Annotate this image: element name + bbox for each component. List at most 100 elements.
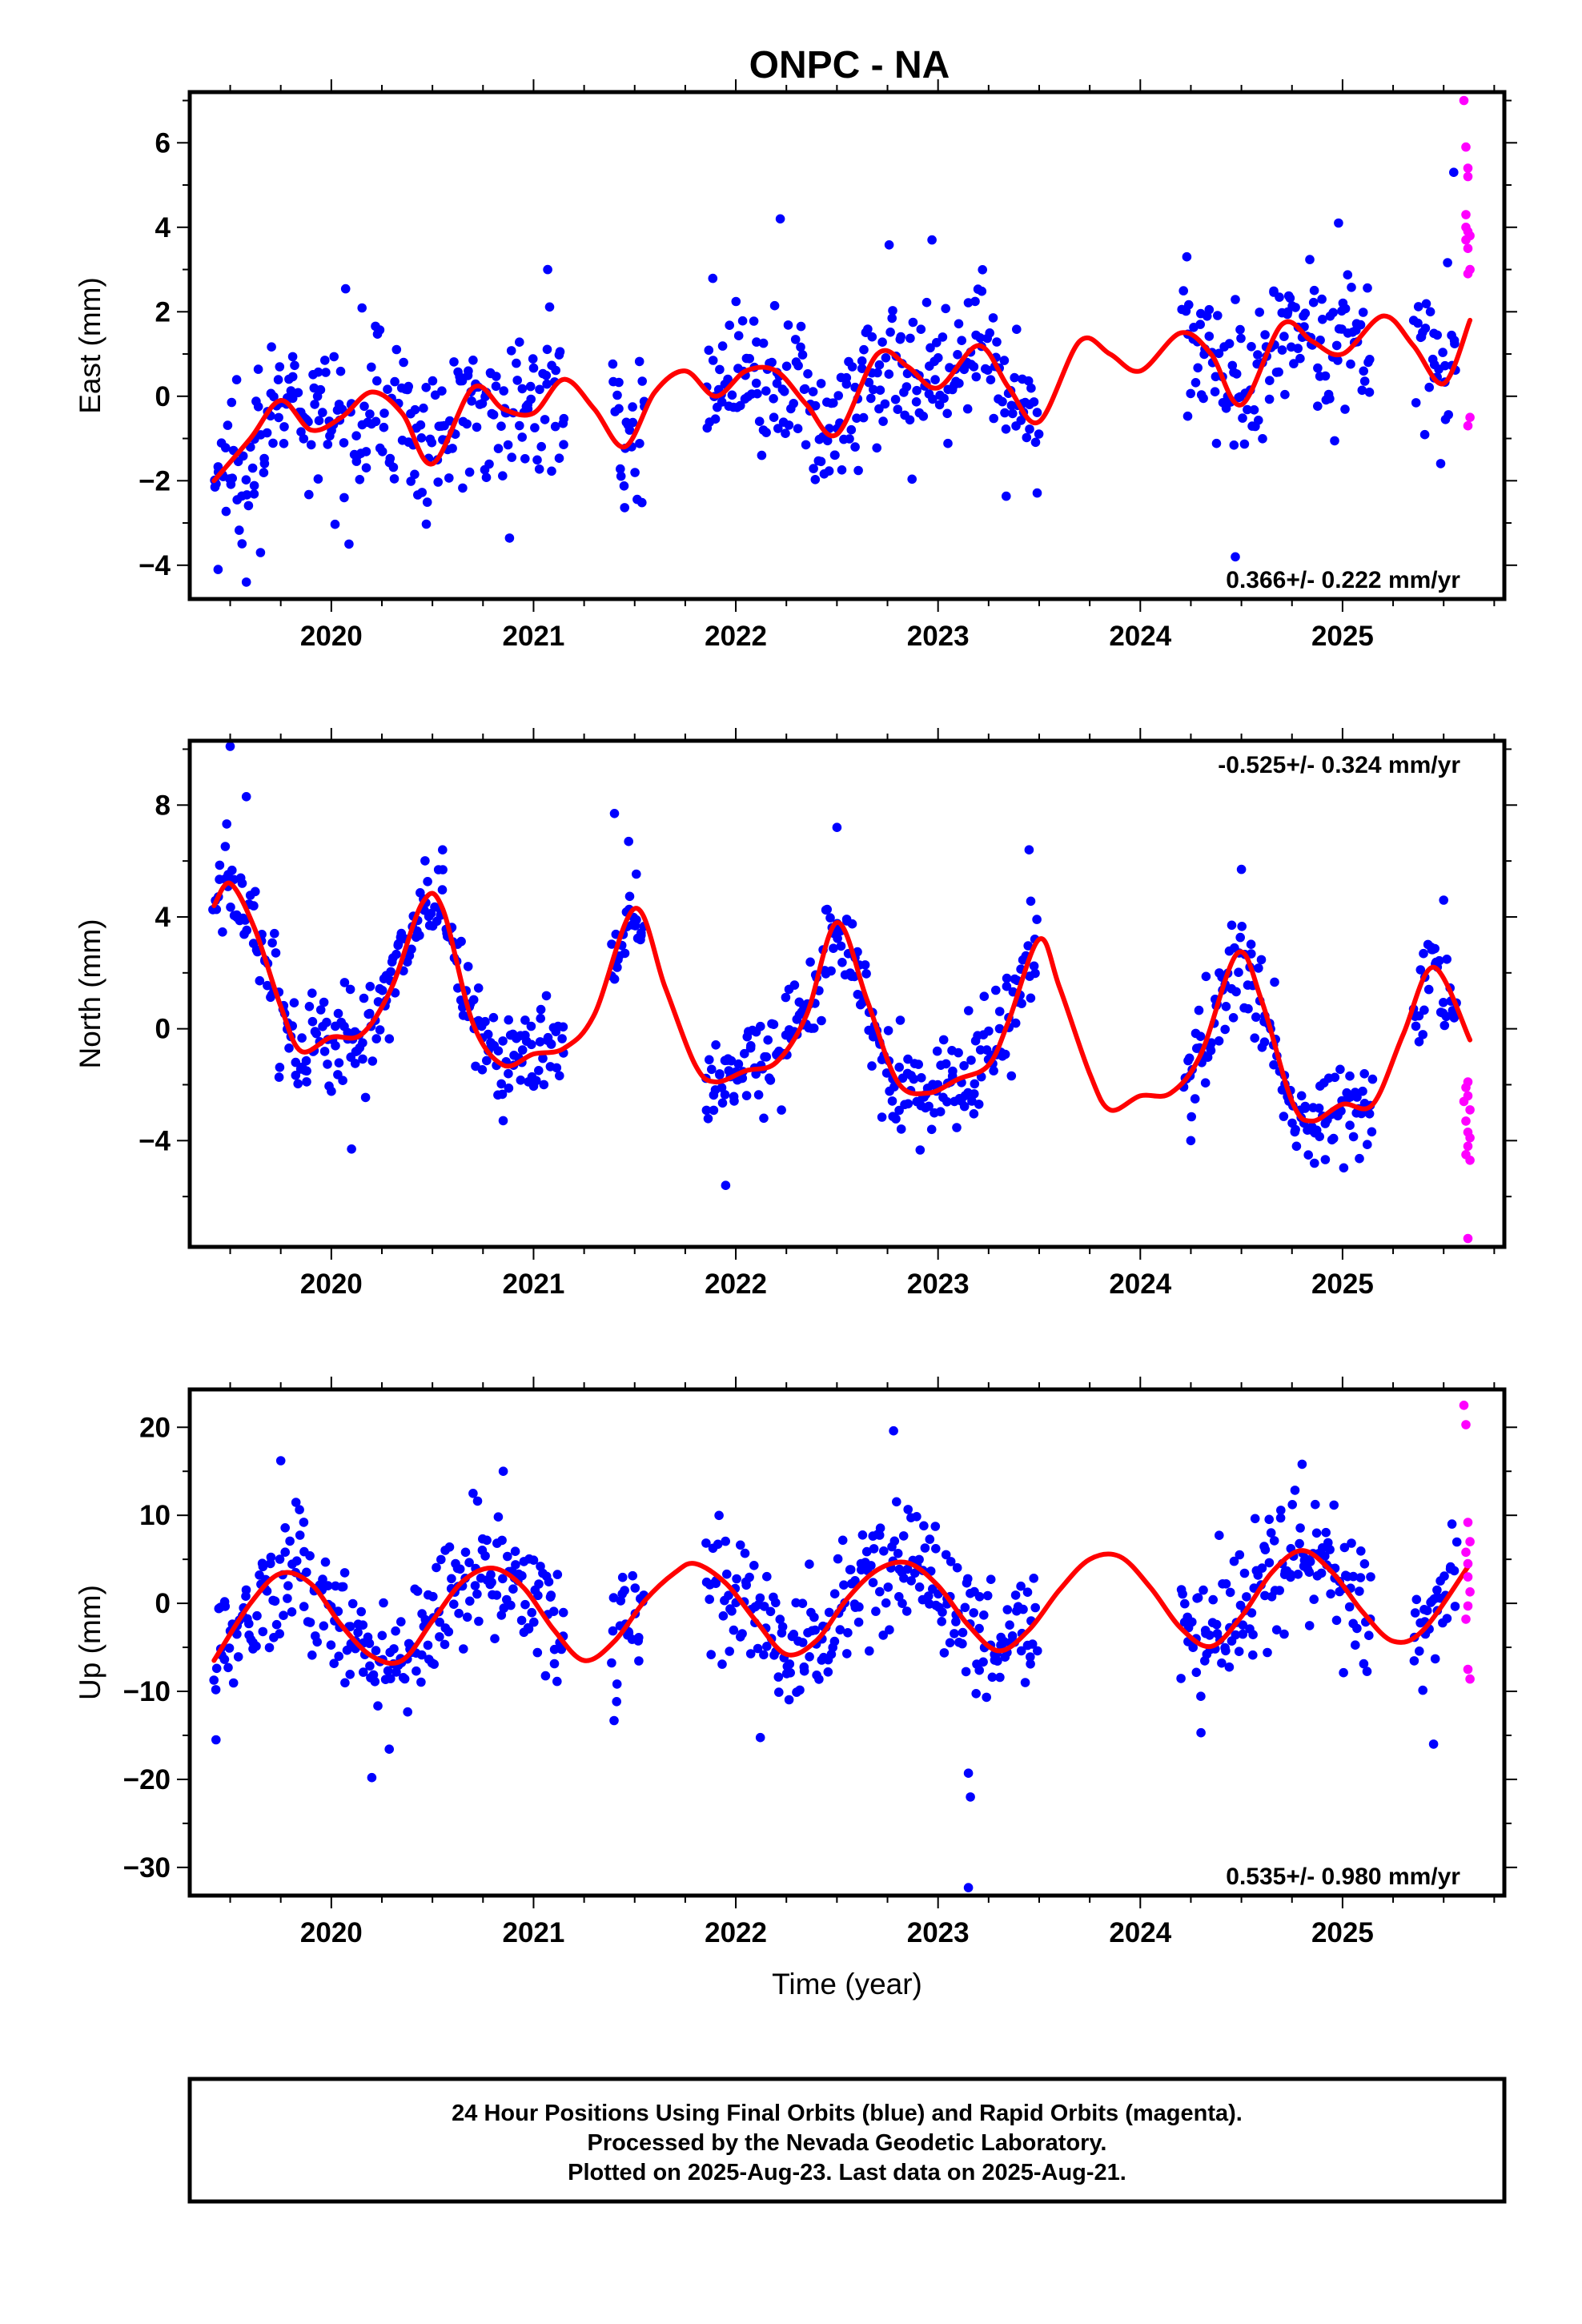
up-final-point (741, 1580, 751, 1590)
east-final-point (1440, 360, 1450, 371)
up-final-point (854, 1602, 864, 1612)
north-final-point (437, 885, 448, 895)
up-final-point (1264, 1558, 1275, 1568)
up-final-point (1344, 1602, 1355, 1612)
north-final-point (358, 1038, 367, 1047)
north-final-point (1227, 920, 1237, 931)
north-final-point (917, 1073, 926, 1083)
east-final-point (824, 466, 834, 476)
north-final-point (536, 1013, 545, 1023)
east-final-point (731, 296, 741, 307)
up-final-point (280, 1547, 291, 1557)
north-rapid-point (1465, 1133, 1475, 1143)
east-final-point (1231, 552, 1240, 562)
up-final-point (931, 1544, 941, 1554)
east-final-point (433, 477, 443, 487)
east-final-point (809, 464, 818, 473)
east-final-point (637, 497, 647, 508)
east-final-point (249, 480, 259, 491)
north-final-point (386, 967, 396, 977)
north-x-tick-label: 2020 (300, 1269, 363, 1300)
east-final-point (1318, 315, 1327, 324)
up-rapid-point (1461, 1614, 1471, 1624)
east-final-point (797, 350, 808, 360)
north-final-point (270, 928, 279, 939)
up-final-point (982, 1692, 991, 1703)
up-final-point (1411, 1594, 1422, 1605)
east-final-point (608, 359, 618, 369)
up-x-tick-label: 2021 (503, 1917, 565, 1948)
up-final-point (938, 1607, 947, 1617)
north-final-point (520, 1015, 530, 1025)
east-final-point (1010, 372, 1019, 383)
up-final-point (1339, 1542, 1350, 1553)
up-final-point (630, 1583, 640, 1593)
east-rapid-point (1463, 171, 1473, 182)
east-final-point (737, 316, 748, 326)
up-final-point (982, 1590, 993, 1601)
east-final-point (749, 316, 759, 326)
up-final-point (920, 1543, 930, 1553)
east-final-point (1001, 424, 1011, 434)
up-final-point (924, 1591, 934, 1601)
east-final-point (757, 450, 767, 460)
north-final-point (759, 1113, 769, 1124)
north-final-point (1335, 1064, 1345, 1075)
north-final-point (705, 1055, 714, 1065)
east-final-point (888, 306, 897, 316)
east-final-point (242, 490, 252, 500)
north-final-point (375, 1025, 385, 1035)
east-final-point (275, 362, 285, 372)
east-final-point (464, 467, 475, 477)
east-final-point (1029, 397, 1039, 407)
up-final-point (902, 1564, 913, 1574)
north-final-point (1220, 1024, 1230, 1035)
up-final-point (232, 1629, 242, 1639)
up-final-point (1247, 1608, 1257, 1618)
north-final-point (832, 822, 842, 832)
north-final-point (903, 1099, 913, 1109)
up-final-point (496, 1610, 507, 1620)
up-final-point (1329, 1500, 1339, 1510)
north-final-point (924, 1101, 934, 1112)
up-final-point (885, 1625, 894, 1634)
east-final-point (941, 304, 950, 314)
up-final-point (1238, 1629, 1248, 1639)
up-final-point (868, 1578, 878, 1587)
east-final-point (468, 356, 478, 365)
north-final-point (932, 1046, 942, 1056)
up-final-point (1224, 1662, 1235, 1672)
up-rapid-point (1465, 1674, 1475, 1684)
up-final-point (634, 1656, 644, 1666)
up-final-point (979, 1610, 989, 1620)
north-final-point (275, 1063, 285, 1072)
east-final-point (241, 475, 251, 485)
east-rapid-point (1463, 420, 1473, 431)
east-final-point (1193, 363, 1203, 373)
north-rapid-point (1463, 1233, 1473, 1244)
east-final-point (253, 402, 263, 412)
north-y-axis-label: North (mm) (74, 919, 106, 1068)
east-final-point (918, 412, 929, 421)
up-final-point (558, 1607, 568, 1618)
east-final-point (287, 372, 298, 382)
east-final-point (982, 365, 993, 376)
up-final-point (809, 1612, 819, 1622)
east-final-point (323, 440, 333, 449)
east-final-point (978, 265, 987, 275)
north-x-tick-label: 2021 (503, 1269, 565, 1300)
east-final-point (1238, 413, 1247, 423)
up-final-point (1352, 1623, 1362, 1634)
north-final-point (536, 1004, 546, 1015)
up-final-point (1205, 1630, 1215, 1640)
north-final-point (609, 974, 620, 984)
north-final-point (293, 1079, 303, 1089)
east-final-point (1178, 286, 1188, 296)
east-final-point (930, 375, 940, 384)
north-final-point (941, 1059, 951, 1069)
north-rate-label: -0.525+/- 0.324 mm/yr (1218, 752, 1460, 778)
up-final-point (270, 1596, 280, 1606)
up-final-point (617, 1572, 628, 1582)
footer-line-3: Plotted on 2025-Aug-23. Last data on 202… (568, 2160, 1126, 2185)
up-final-point (903, 1505, 913, 1514)
